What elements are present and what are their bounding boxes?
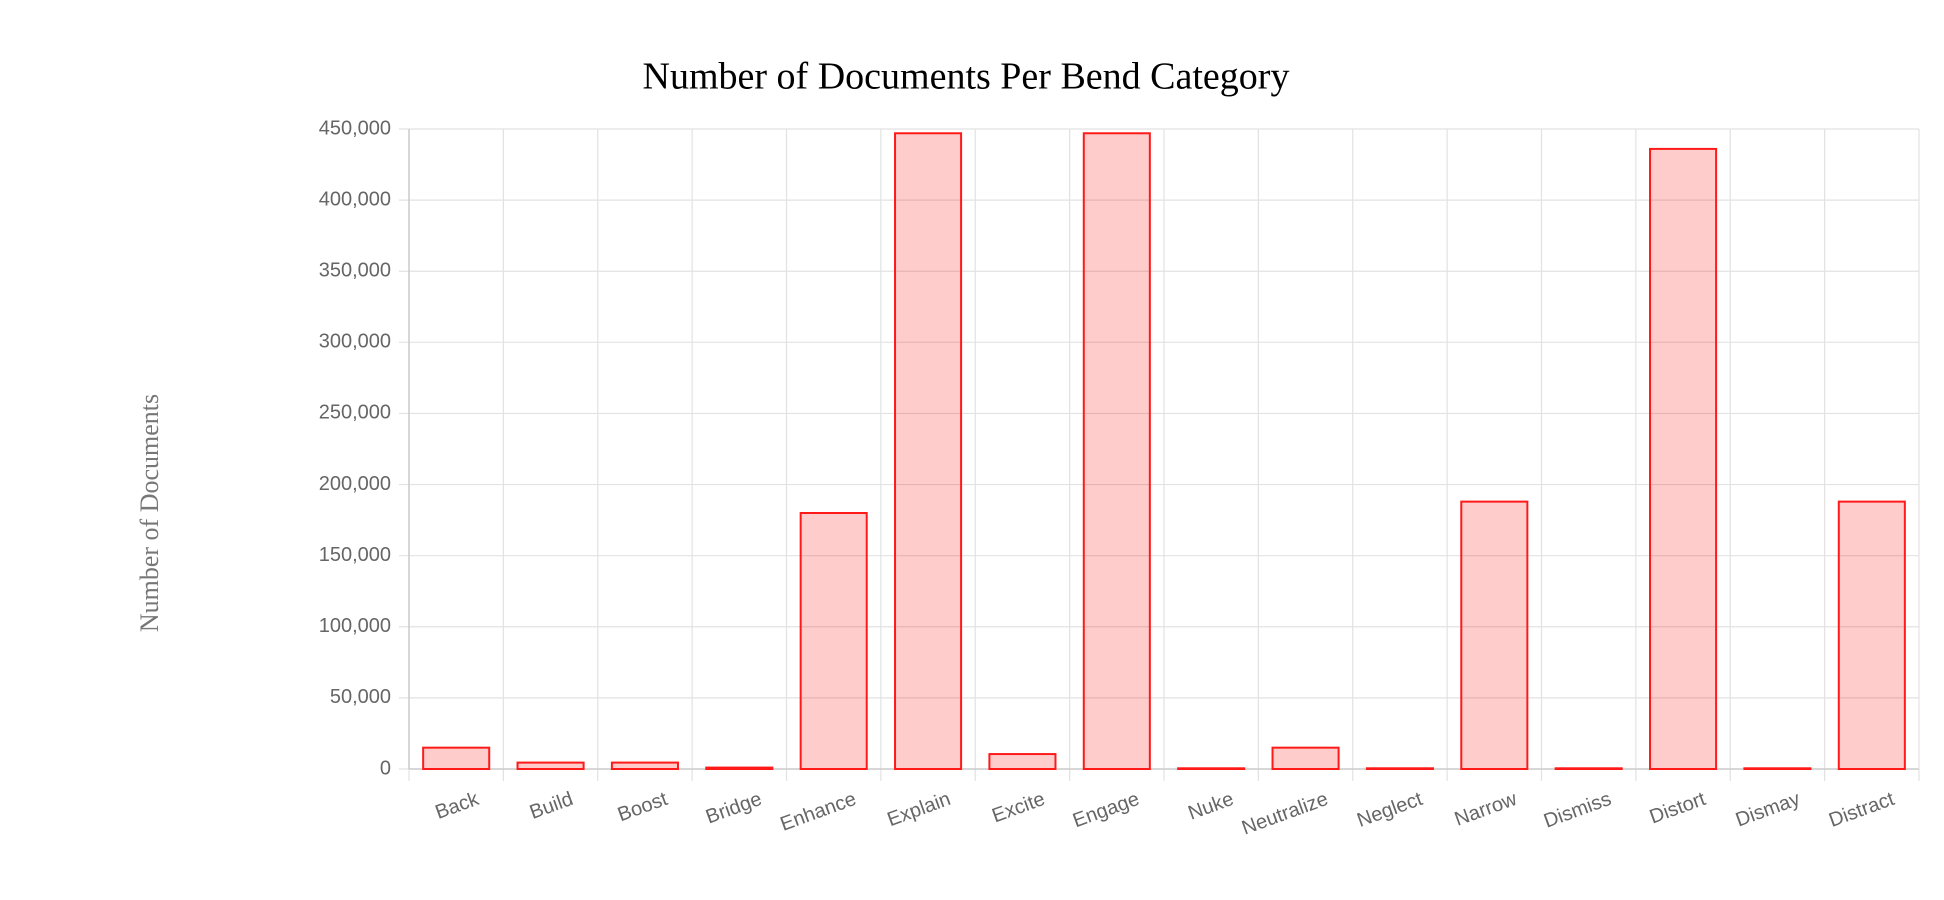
x-tick-label: Dismiss (1541, 788, 1614, 833)
x-tick-label: Neutralize (1239, 788, 1331, 839)
bar (1837, 500, 1906, 770)
x-tick-label: Engage (1070, 788, 1142, 832)
x-tick-label: Nuke (1185, 788, 1236, 825)
y-tick-label: 50,000 (330, 686, 391, 708)
y-tick-label: 150,000 (319, 544, 391, 566)
x-tick-label: Back (432, 788, 482, 824)
bar (799, 512, 868, 770)
y-tick-label: 350,000 (319, 260, 391, 282)
bar (516, 761, 585, 770)
y-tick-label: 100,000 (319, 615, 391, 637)
chart-title: Number of Documents Per Bend Category (643, 56, 1290, 98)
bar (705, 766, 774, 770)
y-axis-label: Number of Documents (135, 394, 164, 632)
x-tick-label: Narrow (1452, 788, 1521, 831)
bar (1365, 767, 1434, 770)
bar (1460, 500, 1529, 770)
bar (610, 761, 679, 770)
bar (422, 746, 491, 771)
y-tick-label: 250,000 (319, 402, 391, 424)
bar (1743, 767, 1812, 770)
bar (1177, 767, 1246, 770)
y-tick-label: 0 (380, 757, 391, 779)
x-tick-label: Bridge (703, 788, 765, 828)
x-tick-label: Enhance (777, 788, 859, 836)
y-tick-label: 450,000 (319, 117, 391, 139)
x-tick-label: Distract (1826, 788, 1898, 832)
bar (1082, 132, 1151, 770)
bar (894, 132, 963, 770)
x-tick-label: Dismay (1733, 788, 1803, 831)
bar (1649, 147, 1718, 770)
x-tick-label: Excite (989, 788, 1048, 827)
y-tick-label: 400,000 (319, 188, 391, 210)
x-tick-label: Boost (615, 788, 671, 826)
bar (1271, 746, 1340, 771)
y-tick-label: 200,000 (319, 473, 391, 495)
bar (988, 753, 1057, 770)
x-tick-label: Distort (1647, 788, 1709, 829)
bar (1554, 767, 1623, 770)
x-tick-label: Explain (884, 788, 953, 831)
y-tick-label: 300,000 (319, 331, 391, 353)
x-tick-label: Build (527, 788, 576, 824)
x-tick-label: Neglect (1354, 788, 1426, 832)
